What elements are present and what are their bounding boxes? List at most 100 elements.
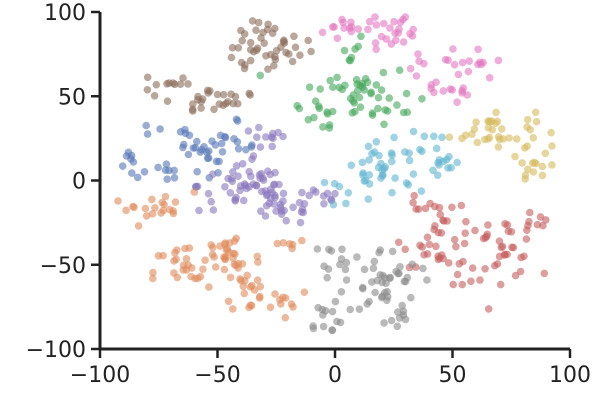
data-point — [387, 316, 396, 325]
data-point — [380, 120, 388, 129]
data-point — [187, 272, 195, 281]
series-8 — [394, 191, 550, 313]
x-tick-label: −100 — [70, 363, 130, 388]
data-point — [211, 141, 220, 149]
data-point — [336, 260, 344, 269]
data-point — [355, 305, 364, 314]
data-point — [458, 134, 466, 143]
data-point — [533, 220, 542, 229]
x-tick-label: 100 — [549, 363, 591, 388]
data-point — [329, 23, 337, 31]
data-point — [364, 25, 372, 34]
data-point — [236, 275, 244, 283]
data-point — [211, 263, 220, 271]
data-points — [114, 13, 556, 335]
series-7 — [320, 127, 461, 209]
data-point — [310, 113, 318, 122]
data-point — [370, 257, 379, 266]
data-point — [216, 131, 225, 140]
data-point — [224, 297, 233, 306]
data-point — [154, 252, 163, 260]
data-point — [445, 152, 453, 161]
data-point — [185, 244, 194, 252]
data-point — [233, 117, 242, 125]
data-point — [448, 203, 456, 212]
data-point — [399, 108, 408, 117]
data-point — [261, 187, 270, 195]
data-point — [285, 50, 293, 58]
data-point — [399, 307, 408, 316]
data-point — [468, 264, 477, 272]
data-point — [538, 171, 547, 180]
data-point — [222, 99, 230, 108]
y-tick-label: −50 — [40, 254, 86, 279]
data-point — [194, 96, 202, 104]
data-point — [409, 198, 417, 207]
data-point — [207, 197, 215, 206]
data-point — [434, 252, 442, 260]
data-point — [404, 181, 413, 189]
data-point — [246, 91, 254, 99]
data-point — [409, 25, 418, 34]
data-point — [253, 252, 262, 261]
data-point — [219, 90, 228, 99]
data-point — [425, 240, 434, 249]
data-point — [271, 168, 279, 177]
data-point — [325, 124, 334, 132]
data-point — [262, 52, 270, 60]
data-point — [279, 189, 288, 198]
data-point — [365, 171, 374, 179]
data-point — [281, 294, 290, 302]
data-point — [229, 305, 237, 313]
data-point — [150, 92, 159, 100]
data-point — [271, 191, 279, 200]
data-point — [402, 89, 411, 98]
data-point — [387, 149, 396, 157]
data-point — [531, 108, 540, 117]
data-point — [233, 138, 242, 146]
data-point — [412, 72, 421, 80]
data-point — [417, 187, 426, 195]
data-point — [242, 184, 251, 193]
data-point — [253, 276, 262, 285]
data-point — [262, 133, 270, 141]
x-tick-label: 50 — [439, 363, 467, 388]
data-point — [484, 305, 493, 313]
data-point — [134, 222, 143, 230]
data-point — [204, 189, 213, 198]
data-point — [295, 104, 304, 113]
data-point — [408, 32, 417, 40]
data-point — [160, 200, 168, 209]
data-point — [209, 170, 217, 178]
data-point — [374, 93, 383, 102]
data-point — [266, 303, 275, 312]
data-point — [375, 151, 383, 160]
data-point — [382, 35, 391, 43]
data-point — [184, 80, 192, 88]
data-point — [444, 259, 453, 267]
data-point — [307, 47, 315, 56]
data-point — [401, 245, 410, 254]
data-point — [398, 301, 407, 310]
data-point — [171, 198, 180, 206]
data-point — [386, 24, 394, 32]
series-3 — [256, 32, 426, 132]
data-point — [320, 178, 329, 187]
data-point — [327, 247, 336, 255]
data-point — [377, 293, 386, 302]
data-point — [320, 200, 328, 208]
data-point — [429, 166, 437, 175]
data-point — [458, 280, 467, 289]
data-point — [239, 196, 248, 205]
data-point — [196, 148, 205, 156]
data-point — [289, 203, 297, 212]
data-point — [231, 92, 240, 101]
data-point — [484, 135, 492, 143]
data-point — [333, 34, 342, 43]
data-point — [221, 255, 229, 264]
data-point — [421, 204, 430, 213]
data-point — [448, 86, 457, 94]
data-point — [182, 254, 191, 263]
data-point — [152, 80, 161, 89]
data-point — [256, 282, 265, 291]
